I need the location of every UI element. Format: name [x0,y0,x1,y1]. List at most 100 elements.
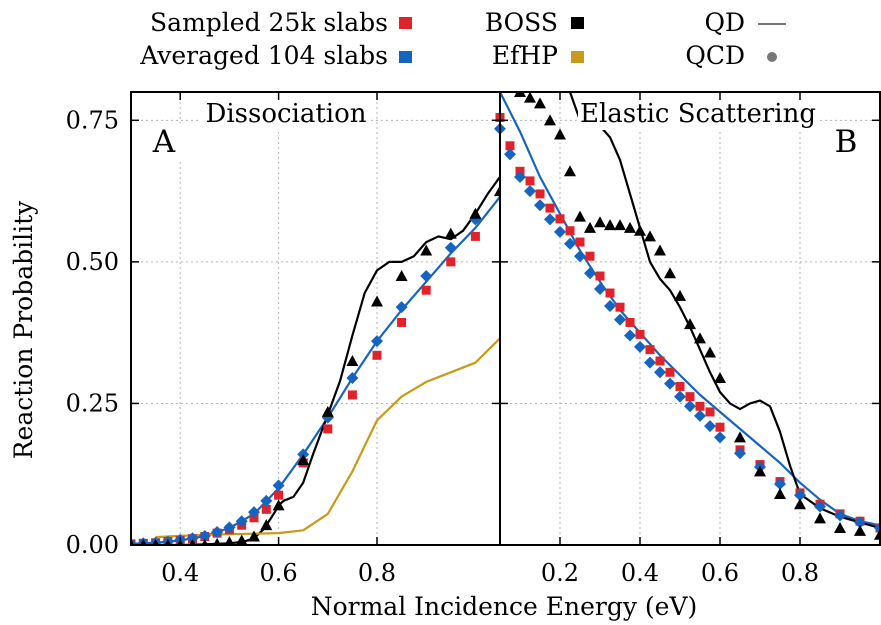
point-boss-qcd [213,537,221,545]
point-averaged-qcd [644,356,656,369]
point-sampled-qcd [347,390,357,400]
point-averaged-qcd [654,366,666,379]
point-averaged-qcd [734,447,746,460]
y-tick-label: 0.00 [66,531,119,559]
point-averaged-qcd [420,270,433,283]
point-boss-qcd [734,431,746,443]
point-sampled-qcd [715,422,725,432]
legend-marker-qcd [767,52,777,62]
point-averaged-qcd [494,122,500,135]
y-tick-label: 0.25 [66,389,119,417]
legend-label-qcd: QCD [685,41,745,70]
point-boss-qcd [714,371,726,383]
x-tick-label: 0.6 [260,559,298,587]
y-tick-label: 0.75 [66,106,119,134]
point-boss-qcd [534,97,546,109]
point-sampled-qcd [446,257,456,267]
point-sampled-qcd [261,504,271,514]
point-averaged-qcd [554,225,566,238]
point-boss-qcd [321,405,334,417]
point-sampled-qcd [585,251,595,261]
x-tick-label: 0.8 [781,559,819,587]
point-averaged-qcd [260,494,273,507]
panel-a-series [131,112,500,545]
point-averaged-qcd [594,283,606,296]
point-boss-qcd [201,539,209,545]
point-averaged-qcd [395,301,408,314]
point-averaged-qcd [604,300,616,313]
point-averaged-qcd [564,237,576,250]
x-axis-title: Normal Incidence Energy (eV) [311,592,698,621]
point-sampled-qcd [495,112,500,122]
panel-b-label-bg [578,95,818,130]
point-boss-qcd [164,539,172,545]
point-averaged-qcd [614,313,626,326]
point-sampled-qcd [705,407,715,417]
panel-b-title: Elastic Scattering [580,99,816,129]
point-averaged-qcd [211,525,224,538]
point-boss-qcd [260,519,273,531]
point-boss-qcd [634,224,646,236]
point-boss-qcd [140,539,147,545]
point-boss-qcd [624,221,636,233]
point-boss-qcd [494,185,500,197]
panel-b-letter: B [835,124,858,160]
x-tick-label: 0.4 [161,559,199,587]
point-averaged-qcd [272,479,285,492]
panel-a-ticks: 0.4 0.6 0.8 0.00 0.25 0.50 0.75 [66,92,500,587]
panel-a-grid [131,92,500,545]
point-averaged-qcd [544,213,556,226]
point-boss-qcd [224,536,235,545]
point-sampled-qcd [470,231,480,241]
point-sampled-qcd [397,317,407,327]
point-averaged-qcd [584,267,596,280]
panel-b-series [500,92,880,540]
x-tick-label: 0.8 [358,559,396,587]
point-boss-qcd [644,230,656,242]
point-boss-qcd [774,488,786,500]
point-averaged-qcd [814,500,826,513]
panel-a: Dissociation A 0.4 0.6 0.8 0.00 0.25 0.50 0.75 [66,92,500,587]
point-sampled-qcd [500,112,505,122]
point-sampled-qcd [675,381,685,391]
point-averaged-qcd [704,420,716,433]
y-tick-label: 0.50 [66,248,119,276]
point-boss-qcd [654,244,666,256]
point-boss-qcd [854,524,866,536]
point-averaged-qcd [634,340,646,353]
point-boss-qcd [794,498,806,510]
x-tick-label: 0.6 [701,559,739,587]
point-boss-qcd [664,267,676,279]
series-line-efhp-qd [155,337,500,539]
point-boss-qcd [544,114,556,126]
point-sampled-qcd [625,317,635,327]
point-averaged-qcd [664,377,676,390]
point-averaged-qcd [248,506,260,519]
point-averaged-qcd [534,199,546,212]
point-boss-qcd [420,244,433,256]
point-averaged-qcd [514,170,526,183]
point-averaged-qcd [198,529,211,542]
point-averaged-qcd [235,515,248,528]
point-averaged-qcd [346,371,359,384]
point-averaged-qcd [444,241,457,254]
series-line-boss-qd [568,92,880,530]
point-boss-qcd [594,216,606,228]
x-tick-label: 0.2 [541,559,579,587]
point-boss-qcd [554,128,566,140]
panel-a-letter-bg [146,123,182,159]
point-averaged-qcd [694,409,706,422]
point-boss-qcd [346,354,359,366]
series-line-averaged-qd [131,196,500,545]
point-boss-qcd [694,332,706,344]
point-sampled-qcd [372,350,382,360]
point-sampled-qcd [274,490,284,500]
point-averaged-qcd [186,532,199,545]
point-sampled-qcd [505,141,515,151]
point-sampled-qcd [635,329,645,339]
y-axis-title: Reaction Probability [9,200,38,459]
legend-label-sampled: Sampled 25k slabs [150,8,388,37]
point-boss-qcd [297,454,310,466]
point-boss-qcd [371,295,383,307]
point-sampled-qcd [645,345,655,355]
